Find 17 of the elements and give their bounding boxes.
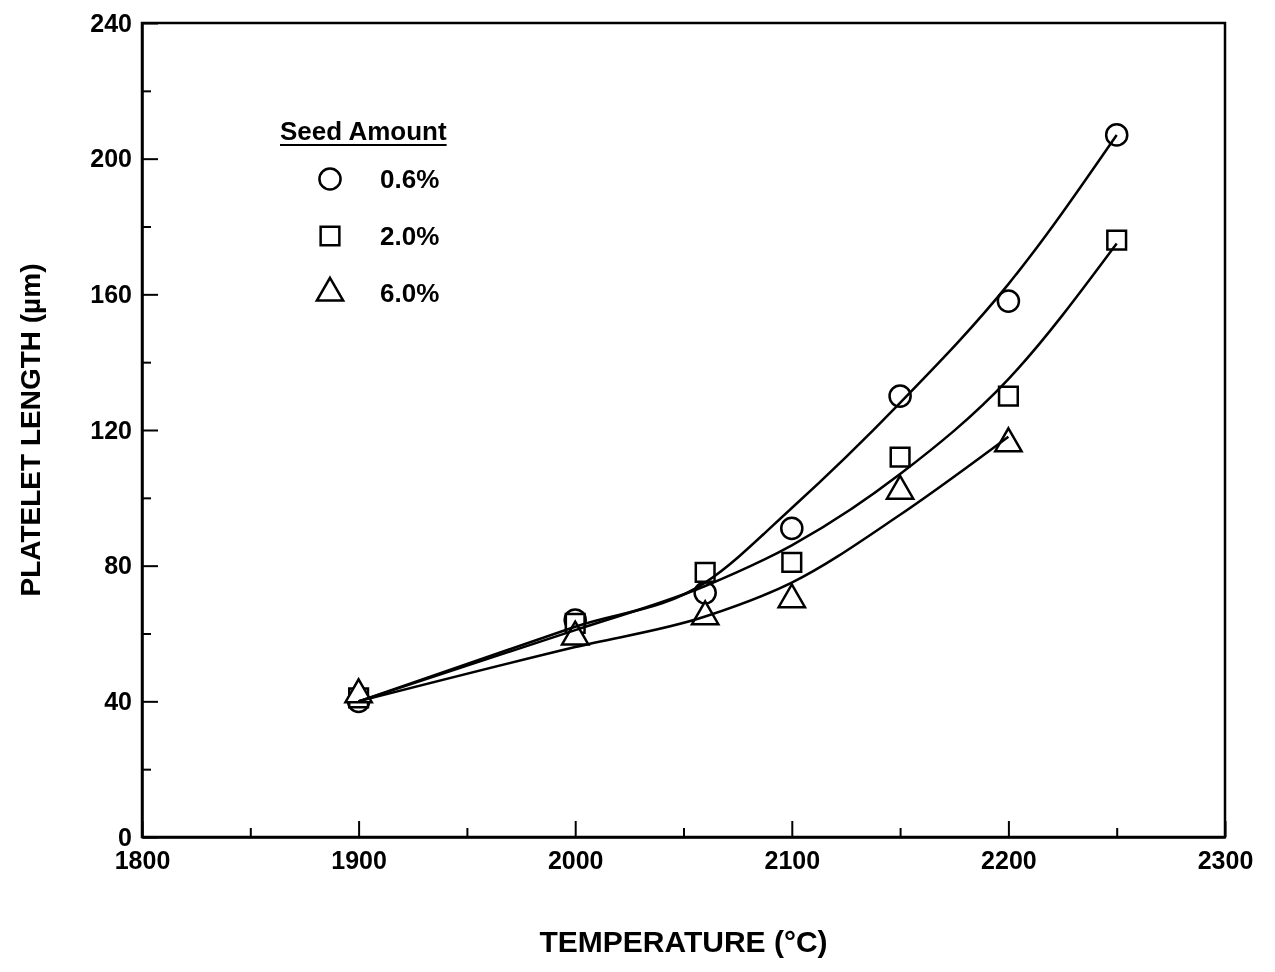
y-tick-label: 240 [90,8,132,37]
y-tick-label: 160 [90,279,132,308]
x-axis-title: TEMPERATURE (°C) [539,925,828,958]
legend-label: 6.0% [380,278,440,308]
y-tick-label: 120 [90,415,132,444]
x-tick-label: 2000 [547,845,604,874]
y-axis-title: PLATELET LENGTH (µm) [15,263,46,597]
x-tick-label: 1900 [331,845,387,874]
x-tick-label: 2100 [764,845,821,874]
x-tick-label: 2300 [1197,845,1254,874]
legend-label: 0.6% [380,164,440,194]
y-tick-label: 80 [104,551,132,580]
legend-label: 2.0% [380,221,440,251]
x-tick-label: 2200 [981,845,1037,874]
legend-title: Seed Amount [280,116,447,146]
y-tick-label: 200 [90,144,132,173]
y-tick-label: 40 [104,686,132,715]
